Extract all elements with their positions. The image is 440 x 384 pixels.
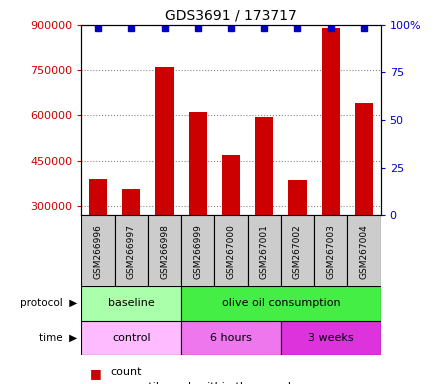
Bar xyxy=(222,155,240,215)
Text: 3 weeks: 3 weeks xyxy=(308,333,354,343)
Text: ■: ■ xyxy=(90,367,102,380)
Text: count: count xyxy=(110,367,142,377)
Bar xyxy=(248,215,281,288)
Bar xyxy=(255,117,273,215)
Bar xyxy=(322,28,340,215)
Bar xyxy=(347,215,381,288)
Text: baseline: baseline xyxy=(108,298,154,308)
Bar xyxy=(181,321,281,355)
Text: GSM267002: GSM267002 xyxy=(293,224,302,279)
Bar xyxy=(115,215,148,288)
Text: percentile rank within the sample: percentile rank within the sample xyxy=(110,382,298,384)
Text: GSM266998: GSM266998 xyxy=(160,224,169,279)
Bar xyxy=(148,215,181,288)
Bar xyxy=(355,103,373,215)
Text: control: control xyxy=(112,333,150,343)
Text: GSM267003: GSM267003 xyxy=(326,224,335,279)
Bar xyxy=(288,180,307,215)
Text: olive oil consumption: olive oil consumption xyxy=(222,298,340,308)
Bar xyxy=(214,215,248,288)
Bar xyxy=(281,321,381,355)
Title: GDS3691 / 173717: GDS3691 / 173717 xyxy=(165,8,297,22)
Bar xyxy=(281,215,314,288)
Bar xyxy=(314,215,347,288)
Text: GSM267001: GSM267001 xyxy=(260,224,269,279)
Bar xyxy=(181,215,214,288)
Text: GSM266996: GSM266996 xyxy=(94,224,103,279)
Bar xyxy=(181,286,381,321)
Text: 6 hours: 6 hours xyxy=(210,333,252,343)
Text: time  ▶: time ▶ xyxy=(39,333,77,343)
Text: GSM267000: GSM267000 xyxy=(227,224,235,279)
Bar xyxy=(189,113,207,215)
Text: GSM266999: GSM266999 xyxy=(193,224,202,279)
Bar xyxy=(89,179,107,215)
Bar xyxy=(81,286,181,321)
Text: GSM267004: GSM267004 xyxy=(359,224,368,279)
Bar xyxy=(122,189,140,215)
Bar xyxy=(81,215,115,288)
Text: protocol  ▶: protocol ▶ xyxy=(20,298,77,308)
Text: GSM266997: GSM266997 xyxy=(127,224,136,279)
Text: ■: ■ xyxy=(90,382,102,384)
Bar xyxy=(155,67,174,215)
Bar xyxy=(81,321,181,355)
